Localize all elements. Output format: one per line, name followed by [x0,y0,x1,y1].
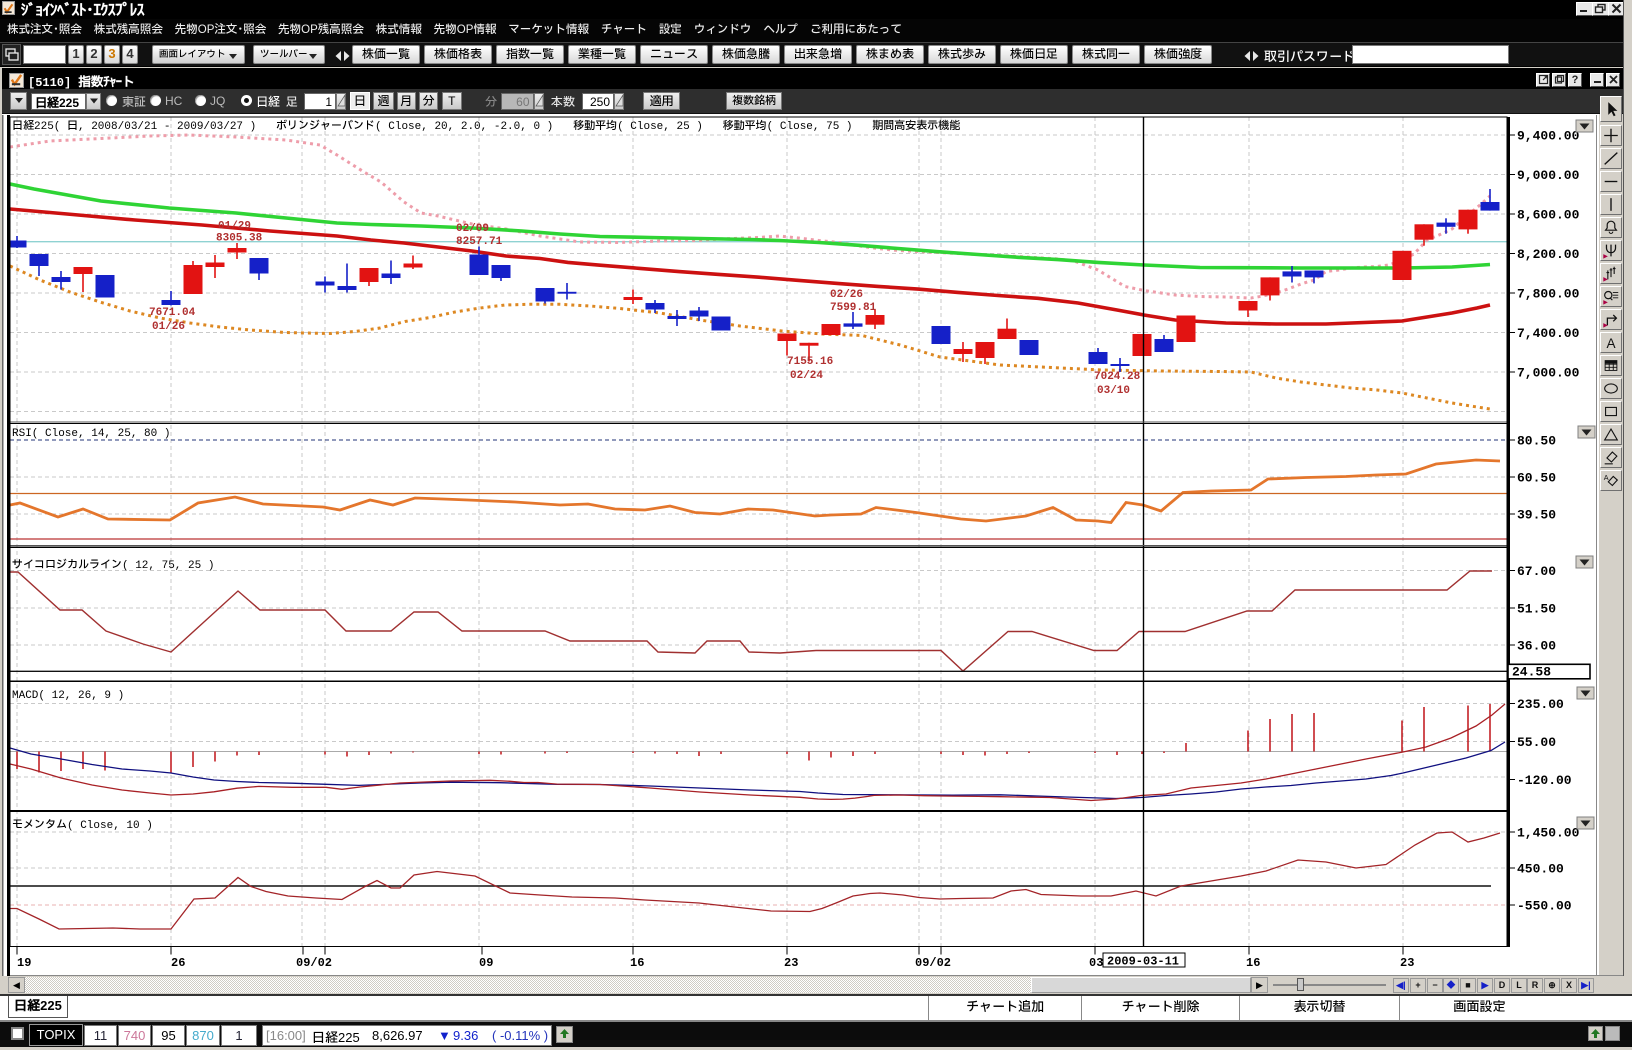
svg-text:02/26: 02/26 [830,289,863,301]
svg-text:55.00: 55.00 [1517,735,1556,750]
svg-text:8305.38: 8305.38 [216,233,263,245]
svg-text:51.50: 51.50 [1517,602,1556,617]
svg-text:03: 03 [1089,956,1103,970]
svg-text:7024.28: 7024.28 [1094,371,1141,383]
svg-text:7,800.00: 7,800.00 [1517,287,1580,302]
svg-text:8,600.00: 8,600.00 [1517,208,1580,223]
svg-text:8257.71: 8257.71 [456,236,503,248]
svg-text:450.00: 450.00 [1517,862,1564,877]
svg-text:8,200.00: 8,200.00 [1517,247,1580,262]
svg-text:RSI( Close, 14, 25, 80 ): RSI( Close, 14, 25, 80 ) [12,428,170,440]
svg-text:235.00: 235.00 [1517,697,1564,712]
svg-text:09/02: 09/02 [915,956,951,970]
svg-text:23: 23 [1400,956,1414,970]
svg-text:09: 09 [479,956,493,970]
svg-text:9,000.00: 9,000.00 [1517,168,1580,183]
svg-text:02/24: 02/24 [790,370,823,382]
svg-text:A: A [1604,473,1609,482]
svg-text:09/02: 09/02 [296,956,332,970]
svg-text:モメンタム( Close, 10 ): モメンタム( Close, 10 ) [12,819,153,832]
svg-text:01/29: 01/29 [218,221,251,233]
svg-text:1,450.00: 1,450.00 [1517,826,1580,841]
svg-text:02/09: 02/09 [456,223,489,235]
svg-text:01/26: 01/26 [152,321,185,333]
svg-text:7155.16: 7155.16 [787,356,833,368]
svg-text:9,400.00: 9,400.00 [1517,129,1580,144]
svg-text:24.58: 24.58 [1512,665,1551,680]
svg-text:26: 26 [171,956,185,970]
svg-text:03/10: 03/10 [1097,385,1130,397]
svg-text:19: 19 [17,956,31,970]
svg-text:16: 16 [1246,956,1260,970]
svg-text:A: A [1606,335,1616,350]
svg-text:39.50: 39.50 [1517,508,1556,523]
svg-text:7,000.00: 7,000.00 [1517,366,1580,381]
svg-text:67.00: 67.00 [1517,564,1556,579]
svg-text:80.50: 80.50 [1517,434,1556,449]
svg-text:7671.04: 7671.04 [149,307,196,319]
svg-text:サイコロジカルライン( 12, 75, 25 ): サイコロジカルライン( 12, 75, 25 ) [12,558,214,572]
svg-text:23: 23 [784,956,798,970]
svg-text:-550.00: -550.00 [1517,899,1572,914]
svg-text:7,400.00: 7,400.00 [1517,326,1580,341]
svg-text:-120.00: -120.00 [1517,773,1572,788]
svg-text:36.00: 36.00 [1517,639,1556,654]
svg-text:60.50: 60.50 [1517,471,1556,486]
svg-text:16: 16 [630,956,644,970]
svg-text:2009-03-11: 2009-03-11 [1107,955,1179,969]
svg-text:日経225( 日, 2008/03/21 - 2009/03: 日経225( 日, 2008/03/21 - 2009/03/27 ) ボリンジ… [12,119,960,133]
svg-text:7599.81: 7599.81 [830,302,877,314]
svg-text:MACD( 12, 26, 9 ): MACD( 12, 26, 9 ) [12,690,124,702]
